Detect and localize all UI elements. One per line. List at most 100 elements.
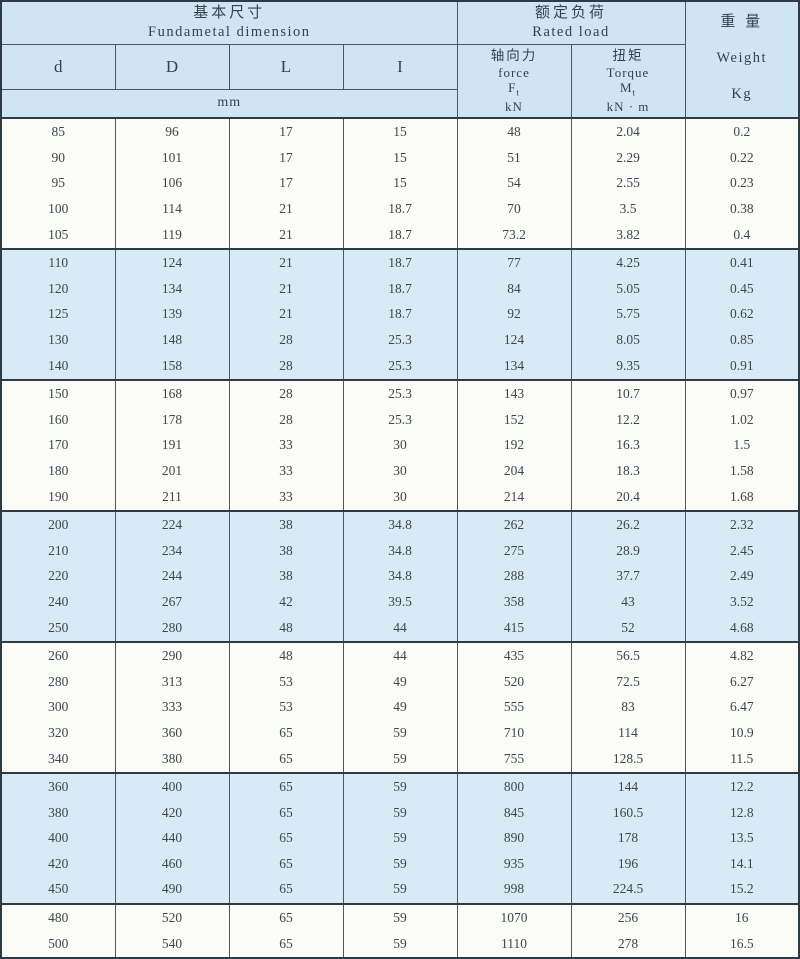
cell-value: 480 <box>0 902 116 931</box>
cell-value: 42 <box>228 589 344 615</box>
cell-value: 13.5 <box>684 825 800 851</box>
cell-value: 520 <box>456 668 572 695</box>
cell-value: 333 <box>114 694 230 720</box>
cell-value: 12.2 <box>684 771 800 800</box>
cell-value: 26.2 <box>570 509 686 538</box>
torque-symbol: Mt <box>619 80 637 98</box>
cell-value: 33 <box>228 458 344 484</box>
table-row: 220 244 38 34.8 288 37.7 2.49 <box>0 563 800 589</box>
cell-value: 59 <box>342 825 458 851</box>
cell-value: 21 <box>228 221 344 249</box>
cell-value: 18.3 <box>570 458 686 484</box>
cell-value: 220 <box>0 563 116 589</box>
cell-value: 59 <box>342 799 458 826</box>
cell-value: 34.8 <box>342 537 458 564</box>
cell-value: 1.5 <box>684 432 800 459</box>
cell-value: 21 <box>228 276 344 302</box>
table-row: 170 191 33 30 192 16.3 1.5 <box>0 432 800 459</box>
cell-value: 150 <box>0 378 116 407</box>
cell-value: 28 <box>228 406 344 433</box>
cell-value: 2.04 <box>570 116 686 146</box>
cell-value: 48 <box>456 116 572 146</box>
table-row: 500 540 65 59 1110 278 16.5 <box>0 930 800 958</box>
cell-value: 39.5 <box>342 589 458 615</box>
torque-label-zh: 扭矩 <box>612 48 644 64</box>
table-row: 100 114 21 18.7 70 3.5 0.38 <box>0 196 800 222</box>
table-row: 130 148 28 25.3 124 8.05 0.85 <box>0 327 800 353</box>
cell-value: 38 <box>228 563 344 589</box>
cell-value: 4.25 <box>570 247 686 277</box>
cell-value: 34.8 <box>342 509 458 538</box>
cell-value: 192 <box>456 432 572 459</box>
cell-value: 44 <box>342 640 458 669</box>
cell-value: 224 <box>114 509 230 538</box>
cell-value: 0.97 <box>684 378 800 407</box>
cell-value: 30 <box>342 432 458 459</box>
cell-value: 1.58 <box>684 458 800 484</box>
cell-value: 211 <box>114 483 230 511</box>
cell-value: 2.29 <box>570 145 686 171</box>
cell-value: 144 <box>570 771 686 800</box>
cell-value: 28 <box>228 327 344 353</box>
table-row: 300 333 53 49 555 83 6.47 <box>0 694 800 720</box>
cell-value: 143 <box>456 378 572 407</box>
cell-value: 400 <box>0 825 116 851</box>
cell-value: 30 <box>342 483 458 511</box>
cell-value: 250 <box>0 614 116 642</box>
cell-value: 105 <box>0 221 116 249</box>
header-columns-row: d D L I 轴向力 force Ft kN 扭矩 Torque Mt kN … <box>0 43 799 119</box>
cell-value: 2.45 <box>684 537 800 564</box>
table-row: 250 280 48 44 415 52 4.68 <box>0 614 800 642</box>
cell-value: 420 <box>114 799 230 826</box>
cell-value: 210 <box>0 537 116 564</box>
cell-value: 106 <box>114 170 230 197</box>
table-row: 210 234 38 34.8 275 28.9 2.45 <box>0 537 800 564</box>
cell-value: 1.02 <box>684 406 800 433</box>
dimensions-group-label-en: Fundametal dimension <box>148 24 311 41</box>
torque-label-en: Torque <box>606 64 650 80</box>
table-row: 120 134 21 18.7 84 5.05 0.45 <box>0 276 800 302</box>
cell-value: 25.3 <box>342 406 458 433</box>
cell-value: 800 <box>456 771 572 800</box>
cell-value: 18.7 <box>342 301 458 328</box>
cell-value: 267 <box>114 589 230 615</box>
cell-value: 77 <box>456 247 572 277</box>
cell-value: 25.3 <box>342 352 458 380</box>
cell-value: 201 <box>114 458 230 484</box>
table-body: 85 96 17 15 48 2.04 0.2 90 101 17 15 51 2.29 0.22 95 10… <box>0 116 800 958</box>
cell-value: 2.49 <box>684 563 800 589</box>
table-row: 85 96 17 15 48 2.04 0.2 <box>0 116 800 146</box>
header-weight-column: 重 量 Weight Kg <box>684 0 800 119</box>
cell-value: 21 <box>228 247 344 277</box>
cell-value: 11.5 <box>684 745 800 773</box>
cell-value: 25.3 <box>342 378 458 407</box>
cell-value: 65 <box>228 799 344 826</box>
header-rated-load-group: 额定负荷 Rated load <box>456 0 686 45</box>
cell-value: 168 <box>114 378 230 407</box>
cell-value: 450 <box>0 876 116 904</box>
cell-value: 18.7 <box>342 247 458 277</box>
weight-label-en: Weight <box>716 50 768 67</box>
cell-value: 845 <box>456 799 572 826</box>
cell-value: 48 <box>228 614 344 642</box>
cell-value: 65 <box>228 719 344 746</box>
cell-value: 28 <box>228 352 344 380</box>
cell-value: 65 <box>228 850 344 877</box>
cell-value: 313 <box>114 668 230 695</box>
cell-value: 49 <box>342 668 458 695</box>
cell-value: 0.38 <box>684 196 800 222</box>
header-col-axial-force: 轴向力 force Ft kN <box>456 43 572 119</box>
cell-value: 0.62 <box>684 301 800 328</box>
cell-value: 178 <box>570 825 686 851</box>
cell-value: 17 <box>228 116 344 146</box>
cell-value: 48 <box>228 640 344 669</box>
table-row: 240 267 42 39.5 358 43 3.52 <box>0 589 800 615</box>
cell-value: 0.4 <box>684 221 800 249</box>
cell-value: 33 <box>228 432 344 459</box>
cell-value: 38 <box>228 509 344 538</box>
rated-load-group-label-en: Rated load <box>532 24 610 41</box>
cell-value: 3.5 <box>570 196 686 222</box>
cell-value: 755 <box>456 745 572 773</box>
cell-value: 49 <box>342 694 458 720</box>
